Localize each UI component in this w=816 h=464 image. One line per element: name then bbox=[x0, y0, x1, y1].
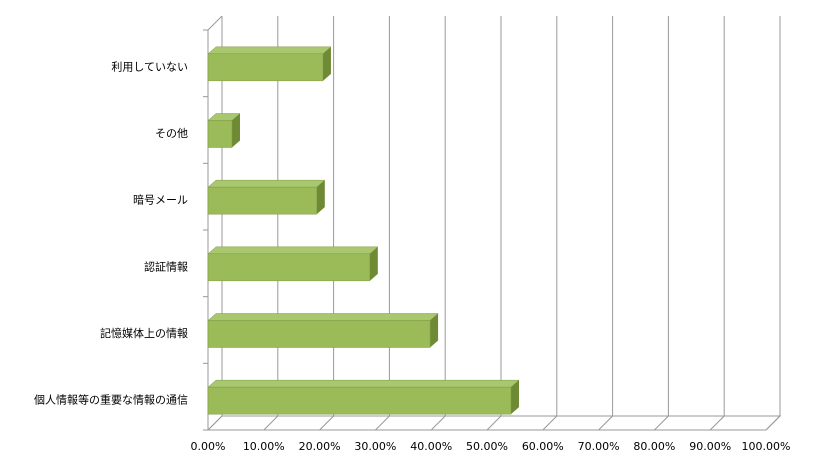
bar-side bbox=[316, 180, 325, 215]
wall-top bbox=[207, 15, 223, 31]
grid-line bbox=[319, 16, 335, 431]
grid-line bbox=[598, 16, 614, 431]
x-tick-label: 60.00% bbox=[522, 440, 564, 453]
grid-line bbox=[709, 16, 725, 431]
bar-side bbox=[510, 380, 519, 415]
grid-line bbox=[207, 16, 223, 431]
bar-top bbox=[207, 179, 326, 188]
bar-top bbox=[207, 379, 520, 388]
grid-line bbox=[375, 16, 390, 431]
bar-side bbox=[430, 313, 439, 348]
x-tick-label: 10.00% bbox=[243, 440, 285, 453]
bar-top bbox=[207, 46, 332, 55]
x-tick-label: 40.00% bbox=[410, 440, 452, 453]
bar-top bbox=[207, 313, 439, 321]
x-tick-label: 80.00% bbox=[633, 440, 675, 453]
category-label: 認証情報 bbox=[144, 259, 188, 273]
bar-side bbox=[369, 246, 378, 281]
category-label: 利用していない bbox=[111, 60, 188, 73]
bar bbox=[207, 186, 318, 215]
bar bbox=[207, 320, 431, 348]
x-tick-label: 20.00% bbox=[299, 440, 341, 453]
x-tick-label: 70.00% bbox=[578, 440, 620, 453]
category-label: 暗号メール bbox=[133, 193, 188, 207]
x-tick-label: 0.00% bbox=[191, 440, 226, 453]
x-tick-label: 30.00% bbox=[354, 440, 396, 453]
x-tick-label: 100.00% bbox=[742, 440, 791, 453]
grid-line bbox=[542, 16, 558, 431]
grid-line bbox=[430, 16, 446, 431]
bar bbox=[207, 386, 512, 415]
grid-line bbox=[263, 16, 279, 431]
category-label: 記憶媒体上の情報 bbox=[100, 326, 188, 340]
bar-side bbox=[231, 113, 240, 148]
x-tick-label: 50.00% bbox=[466, 440, 508, 453]
bar bbox=[207, 53, 324, 82]
category-label: 個人情報等の重要な情報の通信 bbox=[34, 393, 188, 407]
grid-line bbox=[765, 16, 781, 431]
grid-line bbox=[654, 16, 669, 431]
category-label: その他 bbox=[155, 127, 188, 140]
grid-line bbox=[486, 16, 502, 431]
bar-top bbox=[207, 246, 379, 255]
bar bbox=[207, 120, 233, 148]
bar-side bbox=[322, 46, 331, 81]
x-tick-label: 90.00% bbox=[689, 440, 731, 453]
bar bbox=[207, 253, 371, 282]
